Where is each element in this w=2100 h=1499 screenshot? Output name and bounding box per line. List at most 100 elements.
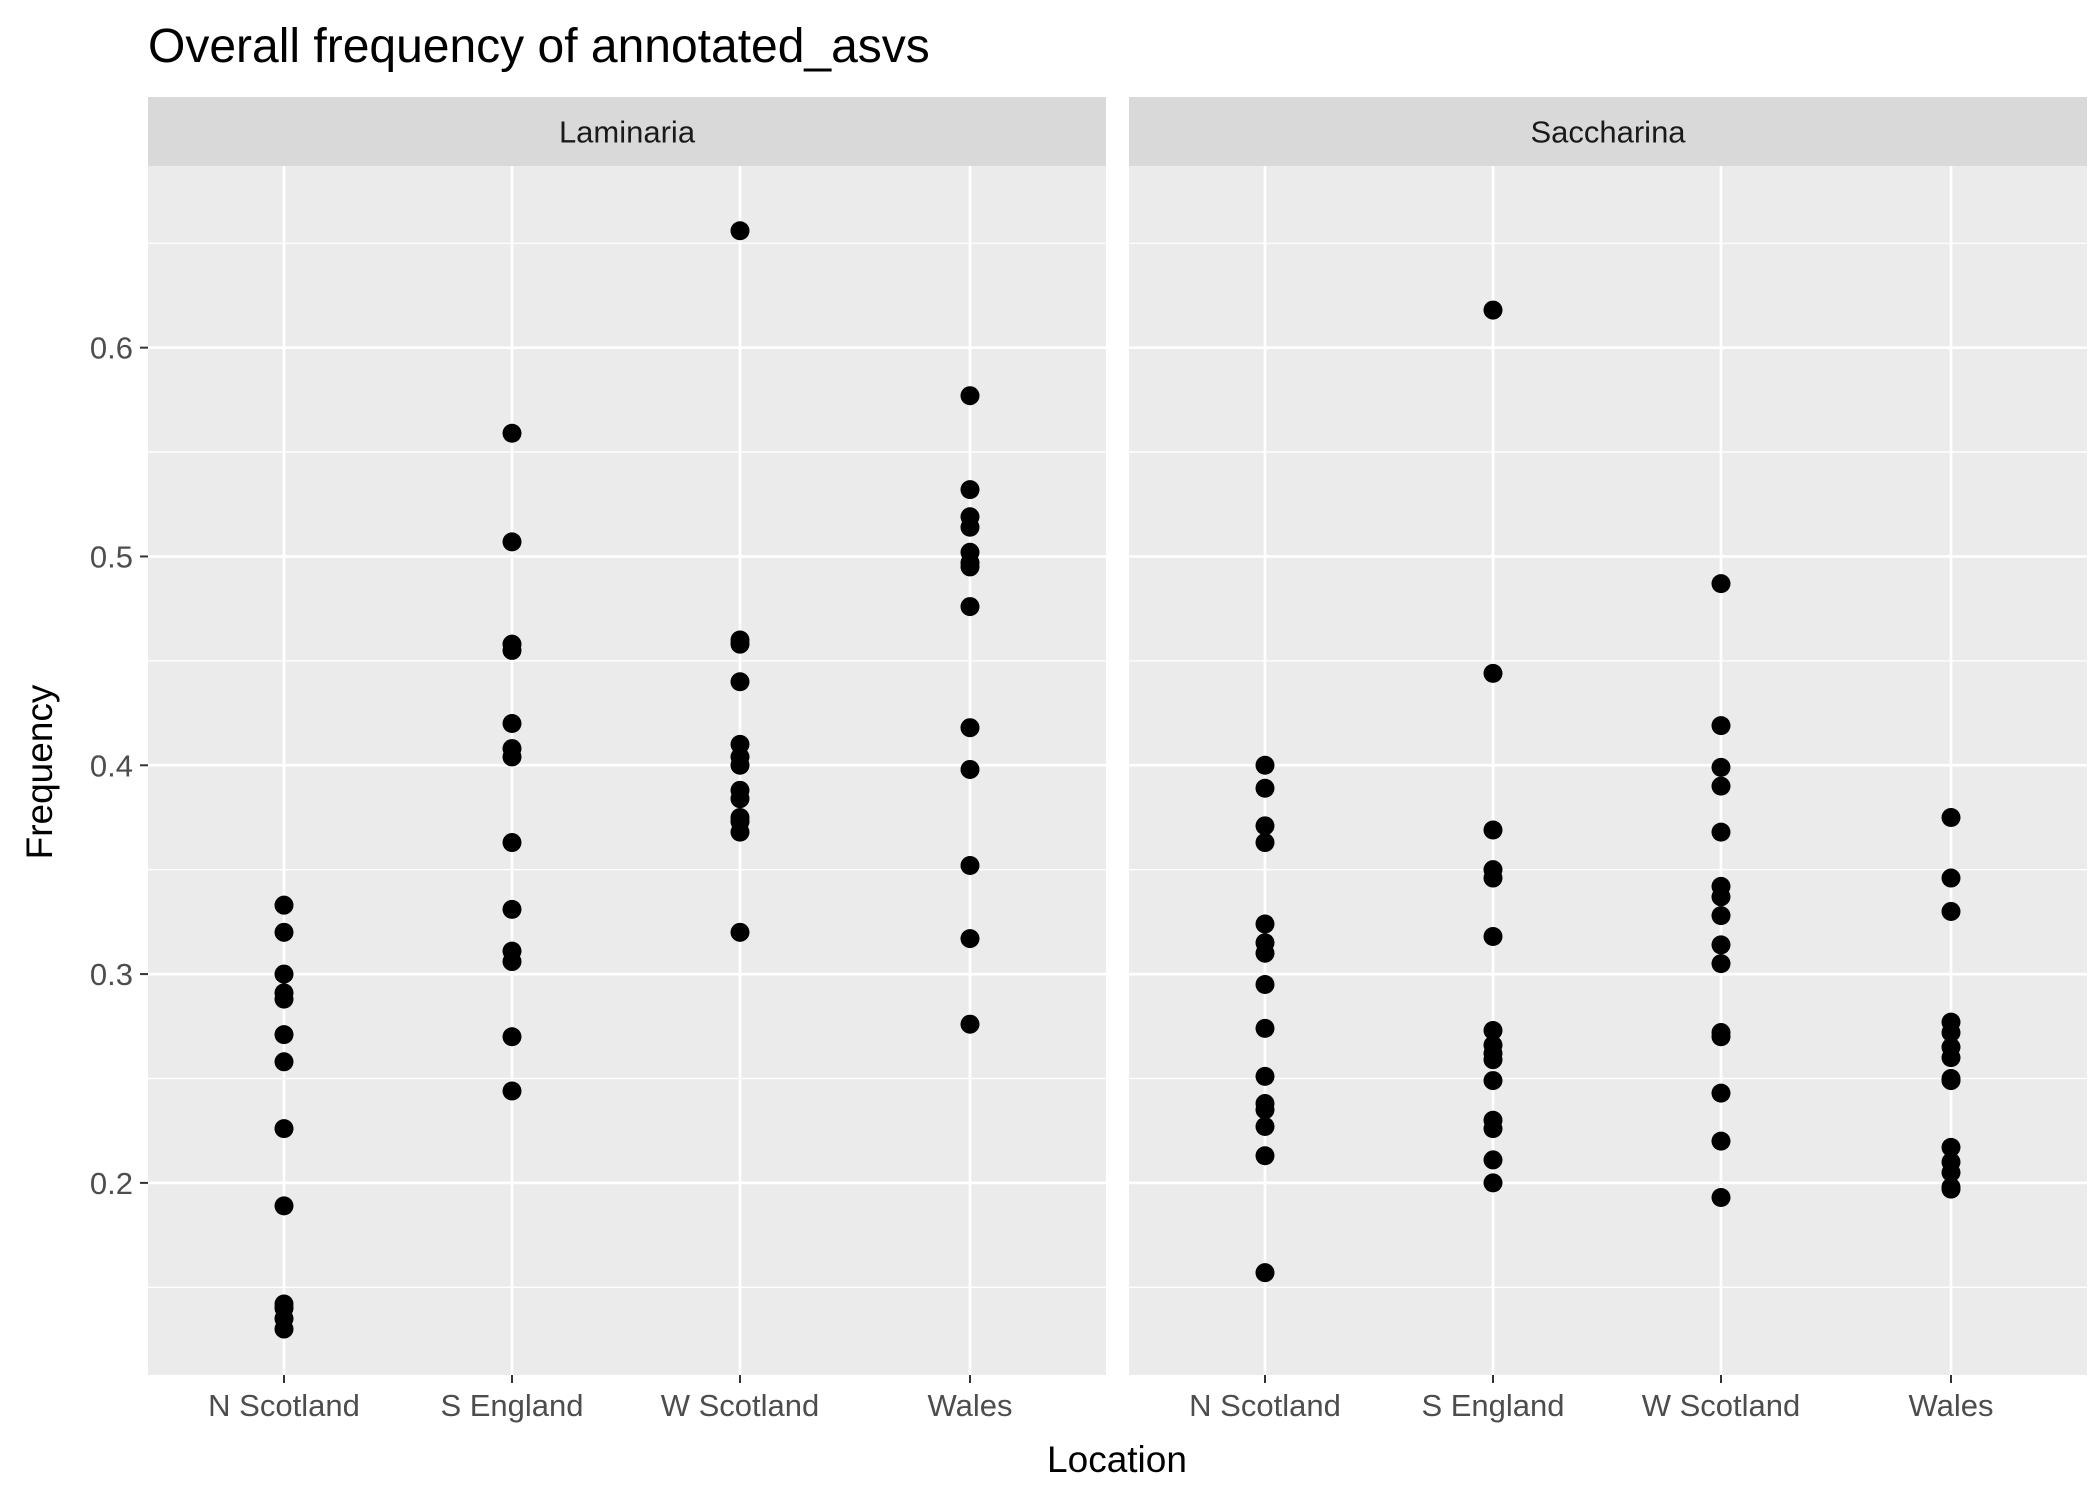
data-point: [1255, 1263, 1275, 1283]
y-tick-label: 0.2: [90, 1166, 133, 1201]
x-tick-label: S England: [1421, 1388, 1564, 1423]
data-point: [1941, 1071, 1961, 1091]
data-point: [1711, 1131, 1731, 1151]
data-point: [1255, 1066, 1275, 1086]
data-point: [1255, 755, 1275, 775]
data-point: [1483, 1020, 1503, 1040]
data-point: [1941, 1162, 1961, 1182]
facet-strip: [1129, 97, 2087, 166]
data-point: [1941, 1048, 1961, 1068]
data-point: [1255, 1146, 1275, 1166]
data-point: [730, 755, 750, 775]
data-point: [1711, 887, 1731, 907]
data-point: [1483, 300, 1503, 320]
data-point: [502, 833, 522, 853]
data-point: [502, 423, 522, 443]
y-tick-label: 0.6: [90, 331, 133, 366]
data-point: [960, 929, 980, 949]
facet-strip-label: Laminaria: [559, 115, 696, 150]
facet-saccharina: Saccharina N Scotland S England W Scotland W…: [1129, 97, 2087, 1423]
data-point: [274, 1319, 294, 1339]
data-point: [960, 759, 980, 779]
data-point: [1483, 868, 1503, 888]
data-point: [502, 1081, 522, 1101]
data-point: [1483, 1071, 1503, 1091]
x-axis-title: Location: [1047, 1439, 1187, 1480]
data-point: [730, 922, 750, 942]
data-point: [1711, 757, 1731, 777]
panel-background: [148, 166, 1106, 1375]
y-tick-label: 0.4: [90, 748, 133, 783]
data-point: [1941, 1179, 1961, 1199]
data-point: [1941, 1023, 1961, 1043]
data-point: [960, 557, 980, 577]
data-point: [274, 989, 294, 1009]
facet-panels: Laminaria N Scotland S England W Scotland Wa…: [148, 97, 2087, 1423]
data-point: [1255, 975, 1275, 995]
data-point: [960, 480, 980, 500]
data-point: [1711, 1083, 1731, 1103]
data-point: [960, 386, 980, 406]
x-tick-label: N Scotland: [208, 1388, 360, 1423]
x-tick-label: Wales: [928, 1388, 1013, 1423]
data-point: [1255, 914, 1275, 934]
panel-background: [1129, 166, 2087, 1375]
data-point: [1255, 833, 1275, 853]
data-point: [274, 895, 294, 915]
data-point: [502, 532, 522, 552]
data-point: [502, 714, 522, 734]
data-point: [1483, 1173, 1503, 1193]
data-point: [1483, 1150, 1503, 1170]
data-point: [274, 1196, 294, 1216]
data-point: [1711, 716, 1731, 736]
data-point: [730, 789, 750, 809]
data-point: [960, 517, 980, 537]
facet-strip-label: Saccharina: [1530, 115, 1686, 150]
chart-title: Overall frequency of annotated_asvs: [148, 20, 930, 73]
data-point: [274, 922, 294, 942]
y-tick-label: 0.3: [90, 957, 133, 992]
data-point: [1255, 816, 1275, 836]
data-point: [1711, 1188, 1731, 1208]
data-point: [502, 899, 522, 919]
x-tick-label: Wales: [1909, 1388, 1994, 1423]
x-tick-label: W Scotland: [661, 1388, 820, 1423]
data-point: [1483, 1050, 1503, 1070]
data-point: [1483, 820, 1503, 840]
data-point: [274, 964, 294, 984]
data-point: [730, 822, 750, 842]
data-point: [1941, 1137, 1961, 1157]
x-tick-label: N Scotland: [1189, 1388, 1341, 1423]
data-point: [1711, 822, 1731, 842]
data-point: [1483, 1119, 1503, 1139]
data-point: [1711, 1027, 1731, 1047]
data-point: [1941, 868, 1961, 888]
y-axis: 0.2 0.3 0.4 0.5 0.6: [90, 331, 148, 1201]
data-point: [730, 672, 750, 692]
data-point: [274, 1052, 294, 1072]
x-tick-label: W Scotland: [1642, 1388, 1801, 1423]
data-point: [1255, 778, 1275, 798]
data-point: [1255, 943, 1275, 963]
data-point: [1711, 954, 1731, 974]
data-point: [730, 634, 750, 654]
data-point: [960, 718, 980, 738]
data-point: [1711, 574, 1731, 594]
data-point: [1255, 1100, 1275, 1120]
data-point: [1941, 807, 1961, 827]
data-point: [1483, 663, 1503, 683]
data-point: [960, 856, 980, 876]
data-point: [502, 952, 522, 972]
y-tick-label: 0.5: [90, 539, 133, 574]
data-point: [502, 640, 522, 660]
facet-strip: [148, 97, 1106, 166]
y-axis-title: Frequency: [19, 684, 60, 859]
data-point: [502, 1027, 522, 1047]
data-point: [730, 221, 750, 241]
data-point: [1711, 935, 1731, 955]
data-point: [1255, 1018, 1275, 1038]
data-point: [1711, 906, 1731, 926]
data-point: [960, 1014, 980, 1034]
data-point: [1483, 927, 1503, 947]
